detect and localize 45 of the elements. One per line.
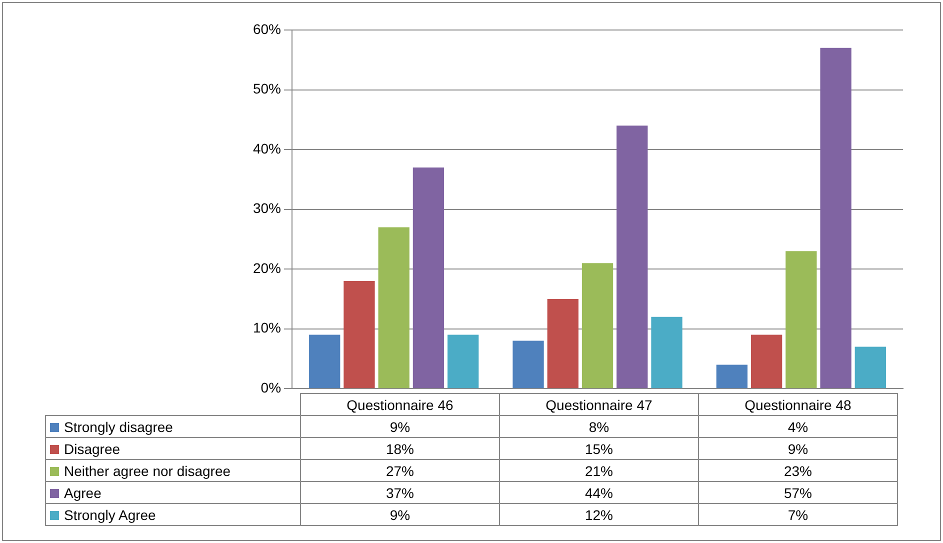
data-label: 37%: [300, 482, 500, 504]
y-tick-label: 20%: [252, 260, 282, 276]
bar: [820, 48, 852, 388]
bar: [750, 334, 782, 388]
bar: [448, 334, 479, 388]
data-label: 21%: [500, 460, 698, 482]
bar: [412, 167, 444, 388]
y-tick-label: 50%: [252, 80, 282, 97]
bar: [344, 281, 375, 388]
bar: [547, 298, 578, 388]
data-label: 57%: [698, 482, 898, 504]
bar: [378, 227, 410, 388]
x-tick-label: Questionnaire 48: [698, 394, 898, 416]
legend-label: Agree: [46, 482, 300, 504]
data-label: 12%: [500, 504, 698, 526]
bar: [651, 316, 682, 388]
x-tick-label: Questionnaire 47: [500, 394, 698, 416]
y-tick-label: 30%: [252, 200, 282, 216]
legend-label: Neither agree nor disagree: [46, 460, 300, 482]
data-label: 9%: [300, 416, 500, 438]
data-label: 7%: [698, 504, 898, 526]
data-label: 4%: [698, 416, 898, 438]
bar: [616, 126, 648, 388]
bar: [716, 364, 748, 388]
bar: [512, 340, 544, 388]
bar: [309, 334, 340, 388]
bar: [786, 251, 817, 388]
y-tick-label: 40%: [252, 140, 282, 156]
legend-label: Strongly Agree: [46, 504, 300, 526]
data-label: 8%: [500, 416, 698, 438]
y-tick-label: 0%: [260, 379, 282, 396]
bar: [582, 263, 614, 388]
y-tick-label: 10%: [252, 320, 282, 336]
data-label: 15%: [500, 438, 698, 460]
data-label: 9%: [698, 438, 898, 460]
y-tick-label: 60%: [252, 20, 282, 37]
legend-label: Strongly disagree: [46, 416, 300, 438]
data-label: 23%: [698, 460, 898, 482]
legend-label: Disagree: [46, 438, 300, 460]
bar: [854, 346, 886, 388]
data-label: 9%: [300, 504, 500, 526]
data-label: 27%: [300, 460, 500, 482]
data-label: 18%: [300, 438, 500, 460]
x-tick-label: Questionnaire 46: [300, 394, 500, 416]
data-label: 44%: [500, 482, 698, 504]
